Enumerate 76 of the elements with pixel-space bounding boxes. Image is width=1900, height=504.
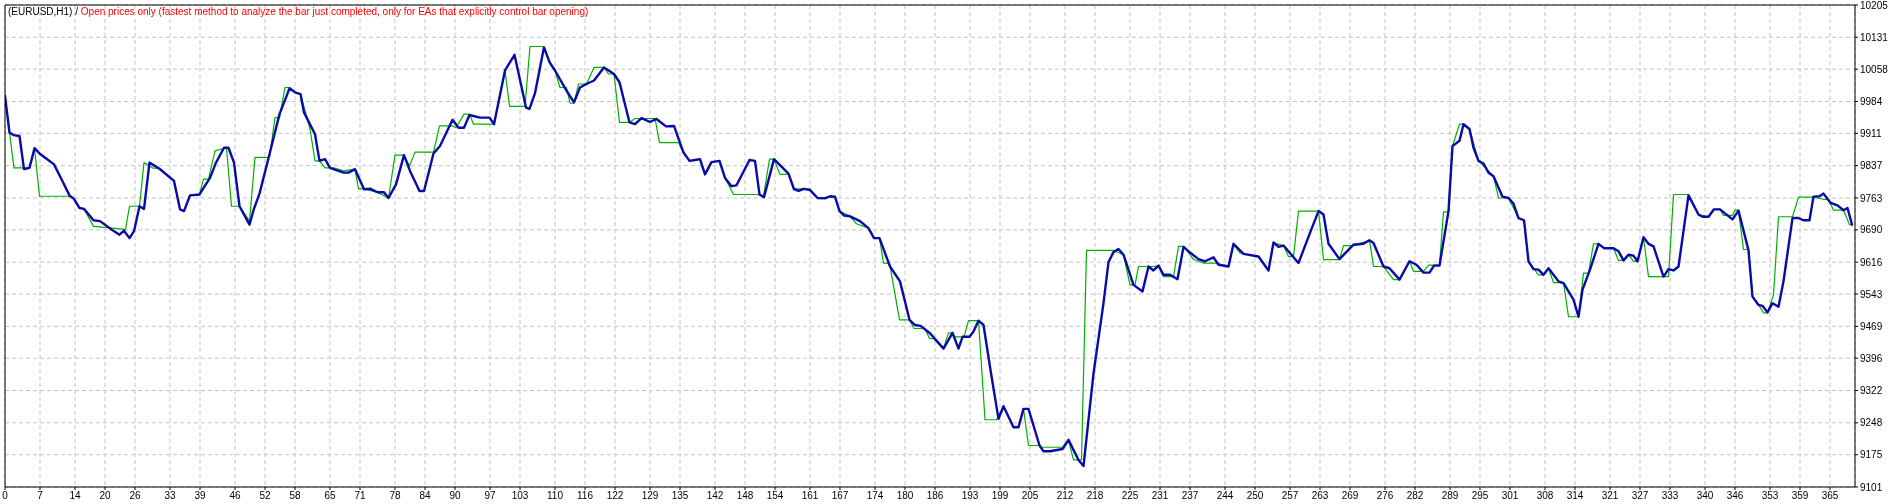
x-tick-label: 78: [389, 490, 401, 502]
x-tick-label: 46: [229, 490, 241, 502]
x-tick-label: 205: [1021, 490, 1039, 502]
x-tick-label: 58: [289, 490, 301, 502]
x-tick-label: 167: [831, 490, 849, 502]
x-tick-label: 154: [766, 490, 784, 502]
y-tick-label: 9616: [1860, 256, 1883, 268]
x-tick-label: 289: [1441, 490, 1459, 502]
x-tick-label: 0: [2, 490, 9, 502]
x-tick-label: 353: [1761, 490, 1779, 502]
x-tick-label: 110: [547, 490, 564, 502]
y-tick-label: 9469: [1860, 320, 1883, 332]
x-tick-label: 116: [577, 490, 594, 502]
x-tick-label: 71: [354, 490, 366, 502]
y-tick-label: 9837: [1860, 160, 1883, 172]
x-tick-label: 20: [99, 490, 111, 502]
y-tick-label: 9763: [1860, 192, 1883, 204]
y-tick-label: 9101: [1860, 481, 1883, 493]
x-tick-label: 365: [1821, 490, 1839, 502]
x-tick-label: 129: [641, 490, 659, 502]
x-tick-label: 52: [259, 490, 271, 502]
x-tick-label: 257: [1281, 490, 1299, 502]
y-tick-label: 9984: [1860, 96, 1883, 108]
x-tick-label: 33: [164, 490, 176, 502]
x-tick-label: 90: [449, 490, 461, 502]
y-tick-label: 9175: [1860, 449, 1883, 461]
x-tick-label: 122: [606, 490, 624, 502]
x-tick-label: 340: [1696, 490, 1714, 502]
x-tick-label: 135: [671, 490, 689, 502]
x-tick-label: 282: [1406, 490, 1424, 502]
x-tick-label: 39: [194, 490, 206, 502]
x-tick-label: 84: [419, 490, 431, 502]
y-tick-label: 9322: [1860, 385, 1883, 397]
x-tick-label: 244: [1216, 490, 1234, 502]
chart-subtitle: Open prices only (fastest method to analyze the bar just completed, only for EAs that explicitly control bar opening): [80, 6, 589, 17]
y-tick-label: 9911: [1860, 127, 1882, 139]
x-tick-label: 359: [1791, 490, 1809, 502]
y-tick-label: 10205: [1860, 0, 1889, 11]
x-tick-label: 333: [1661, 490, 1679, 502]
x-tick-label: 7: [37, 490, 44, 502]
x-tick-label: 308: [1536, 490, 1554, 502]
x-tick-label: 321: [1601, 490, 1619, 502]
x-tick-label: 276: [1376, 490, 1394, 502]
y-tick-label: 9248: [1860, 417, 1883, 429]
y-tick-label: 10058: [1860, 63, 1889, 75]
x-tick-label: 301: [1501, 490, 1519, 502]
x-tick-label: 186: [926, 490, 944, 502]
x-tick-label: 263: [1311, 490, 1329, 502]
x-tick-label: 148: [736, 490, 754, 502]
x-tick-label: 225: [1121, 490, 1139, 502]
x-tick-label: 14: [69, 490, 81, 502]
x-tick-label: 346: [1726, 490, 1744, 502]
x-tick-label: 65: [324, 490, 336, 502]
x-tick-label: 161: [801, 490, 819, 502]
x-tick-label: 269: [1341, 490, 1359, 502]
x-tick-label: 237: [1181, 490, 1199, 502]
x-tick-label: 142: [706, 490, 724, 502]
x-tick-label: 26: [129, 490, 141, 502]
x-tick-label: 193: [961, 490, 979, 502]
chart-title: (EURUSD,H1) /: [8, 6, 79, 17]
x-tick-label: 314: [1566, 490, 1584, 502]
x-tick-label: 295: [1471, 490, 1489, 502]
x-tick-label: 327: [1631, 490, 1649, 502]
x-tick-label: 218: [1086, 490, 1104, 502]
x-tick-label: 97: [484, 490, 496, 502]
x-tick-label: 199: [991, 490, 1009, 502]
y-tick-label: 9396: [1860, 352, 1883, 364]
y-tick-label: 9690: [1860, 224, 1883, 236]
x-tick-label: 174: [866, 490, 884, 502]
x-tick-label: 250: [1246, 490, 1264, 502]
y-tick-label: 10131: [1860, 31, 1889, 43]
x-tick-label: 231: [1151, 490, 1169, 502]
x-tick-label: 180: [896, 490, 914, 502]
y-tick-label: 9543: [1860, 288, 1883, 300]
x-tick-label: 103: [511, 490, 529, 502]
x-tick-label: 212: [1056, 490, 1074, 502]
